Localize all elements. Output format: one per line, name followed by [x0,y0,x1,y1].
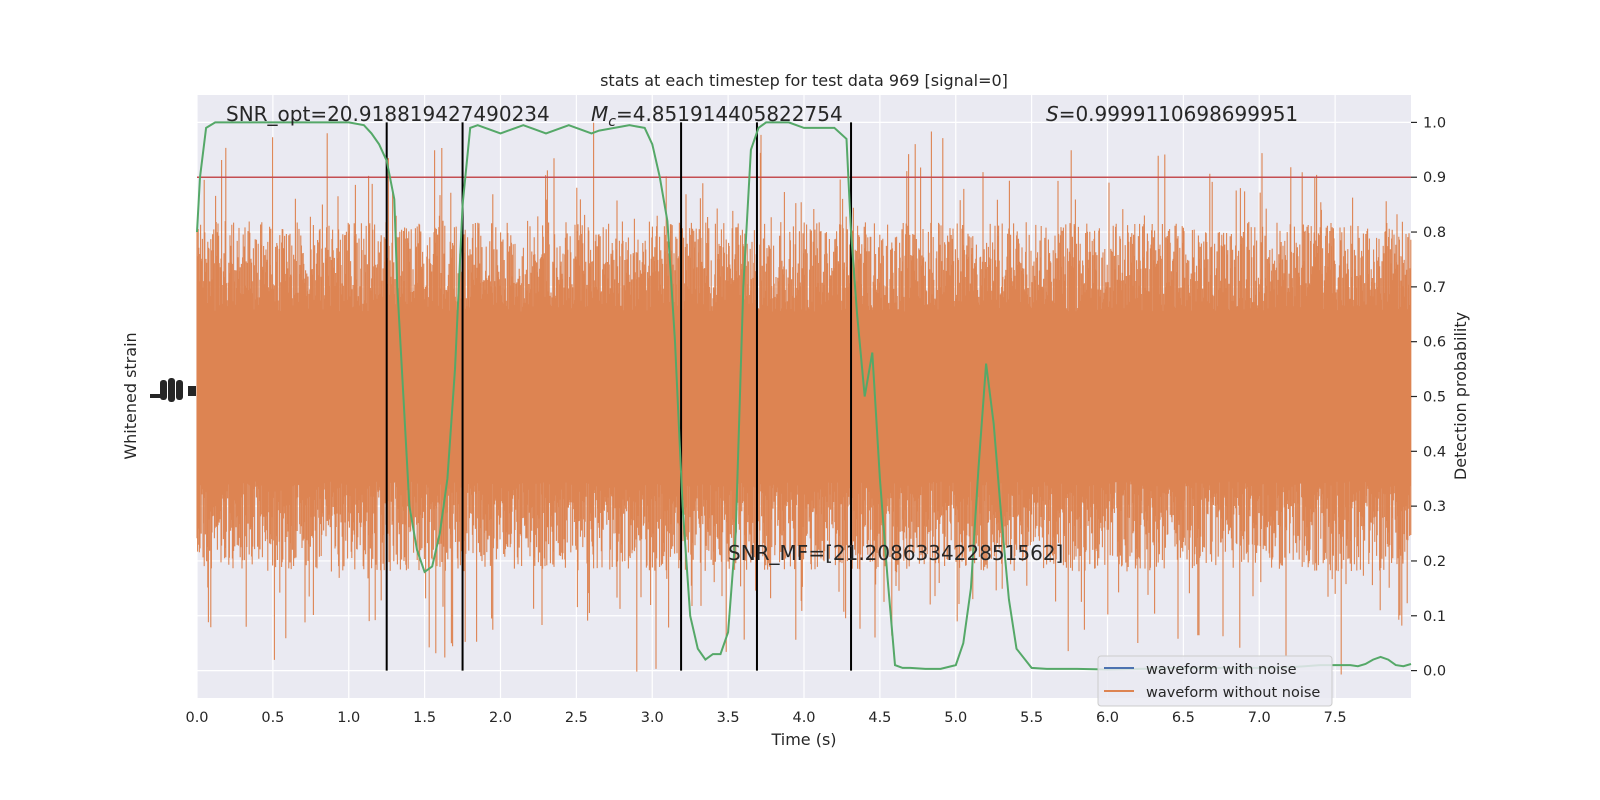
x-tick-label: 2.0 [489,710,512,726]
chart-title: stats at each timestep for test data 969… [600,71,1008,90]
legend-label-noise: waveform with noise [1146,662,1297,678]
x-tick-label: 1.5 [413,710,436,726]
x-tick-label: 7.0 [1248,710,1271,726]
y-tick-label: 0.4 [1423,444,1446,460]
strain-series [196,122,1412,675]
x-tick-label: 3.5 [717,710,740,726]
legend-box [1097,655,1333,707]
x-tick-label: 4.0 [792,710,815,726]
x-tick-label: 1.0 [337,710,360,726]
y-tick-label: 1.0 [1423,115,1446,131]
statistic-s-annotation: S=0.9999110698699951 [1046,102,1298,126]
y-tick-label: 0.8 [1423,225,1446,241]
x-tick-label: 6.5 [1172,710,1195,726]
left-y-axis-label: Whitened strain [121,332,140,459]
snr-opt-annotation: SNR_opt=20.918819427490234 [226,102,550,126]
x-axis-label: Time (s) [770,730,836,749]
right-y-axis-ticks: 0.0 0.1 0.2 0.3 0.4 0.5 0.6 0.7 0.8 0.9 1.0 [1411,115,1446,680]
x-tick-label: 3.0 [641,710,664,726]
y-tick-label: 0.3 [1423,499,1446,515]
x-tick-label: 0.5 [261,710,284,726]
y-tick-label: 0.2 [1423,554,1446,570]
y-tick-label: 0.5 [1423,390,1446,406]
x-tick-label: 5.0 [944,710,967,726]
legend-label-clean: waveform without noise [1146,685,1320,701]
strain-trace [196,122,1412,675]
right-y-axis-label: Detection probability [1451,312,1470,480]
x-tick-label: 7.5 [1324,710,1347,726]
x-tick-label: 2.5 [565,710,588,726]
y-tick-label: 0.7 [1423,280,1446,296]
left-axis-overlapping-ticks [150,378,196,402]
x-tick-label: 6.0 [1096,710,1119,726]
y-tick-label: 0.0 [1423,664,1446,680]
legend: waveform with noise waveform without noi… [1097,655,1333,707]
x-tick-label: 5.5 [1020,710,1043,726]
chirp-mass-annotation: Mc=4.851914405822754 [591,102,843,130]
y-tick-label: 0.6 [1423,335,1446,351]
x-tick-label: 4.5 [868,710,891,726]
x-tick-label: 0.0 [185,710,208,726]
y-tick-label: 0.1 [1423,609,1446,625]
snr-mf-annotation: SNR_MF=[21.208633422851562] [728,541,1063,565]
x-axis-ticks: 0.0 0.5 1.0 1.5 2.0 2.5 3.0 3.5 4.0 4.5 5.0 5.5 6.0 6… [185,710,1346,726]
y-tick-label: 0.9 [1423,170,1446,186]
